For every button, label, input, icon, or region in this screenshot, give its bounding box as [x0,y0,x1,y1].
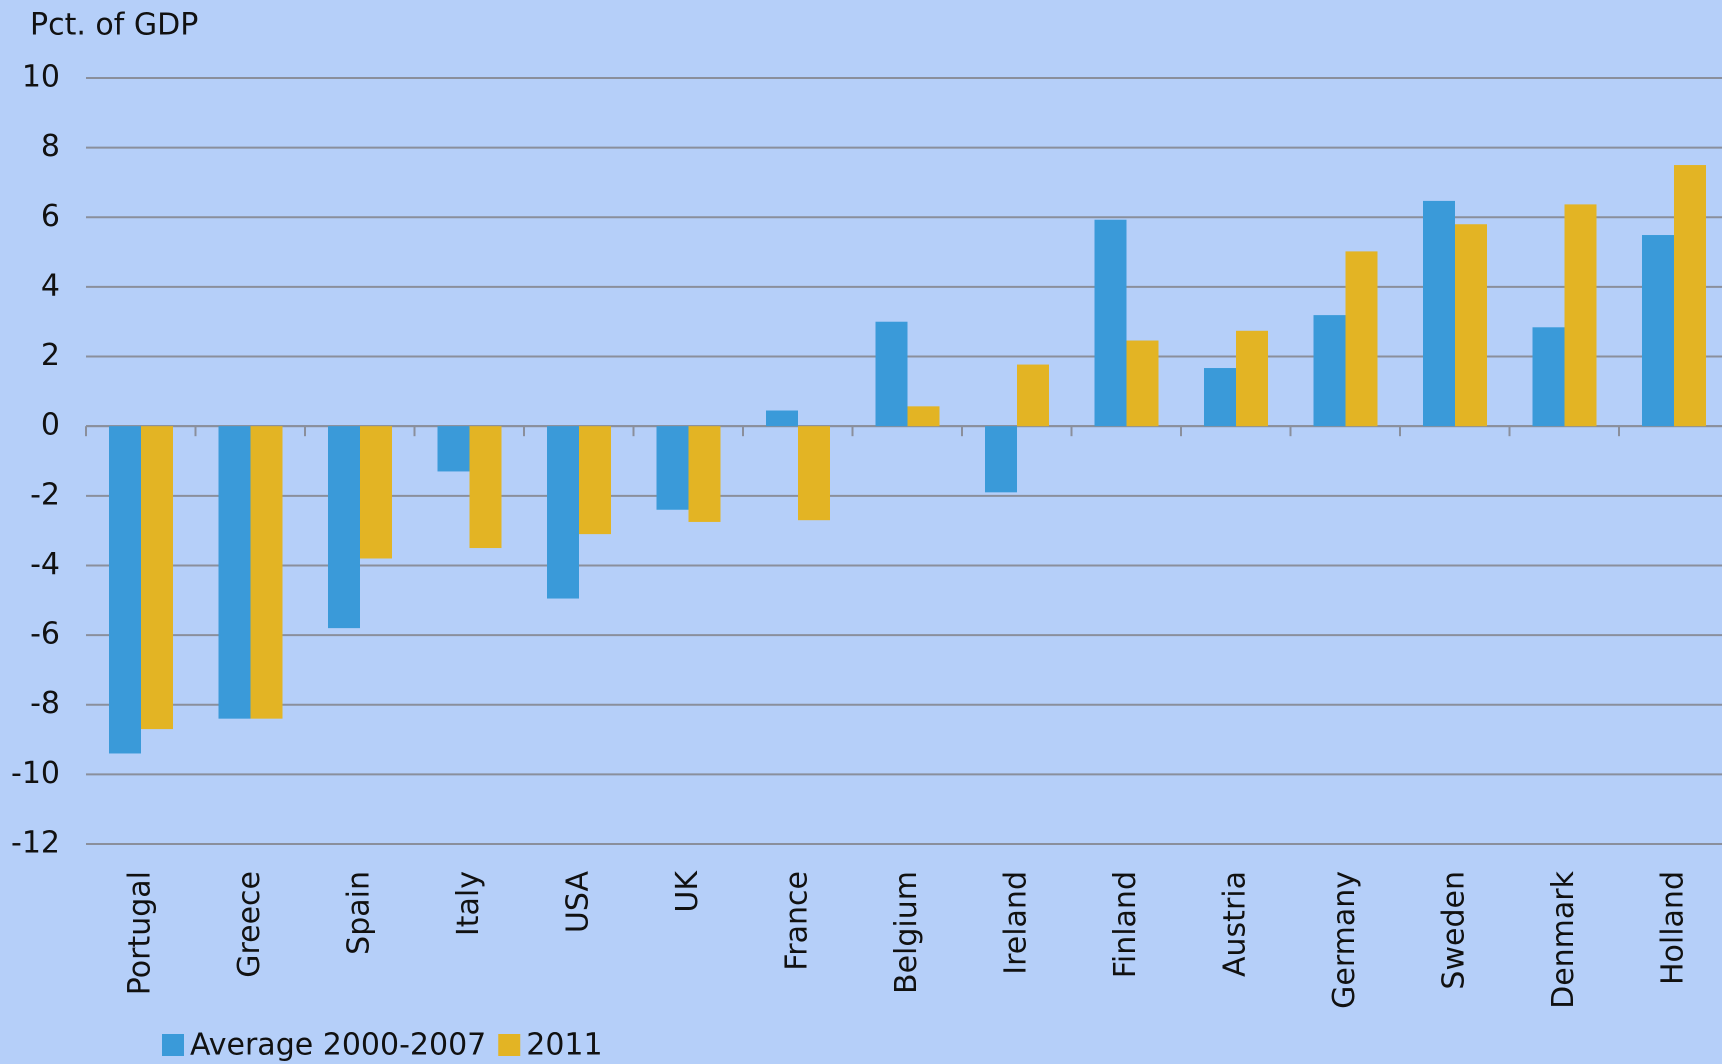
x-tick-label: Finland [1108,871,1143,978]
x-tick-label: Denmark [1546,870,1581,1009]
y-tick-label: -12 [11,826,60,861]
bar [875,321,908,427]
x-tick-label: Belgium [889,871,924,994]
bar [1564,204,1597,427]
bar [469,426,502,549]
x-tick-label: USA [561,871,596,934]
bar [437,426,470,472]
y-tick-label: 2 [41,338,60,373]
y-axis-label: Pct. of GDP [30,8,198,43]
bar [328,426,360,629]
bar [547,426,579,599]
bar [218,426,251,719]
bar [688,426,721,522]
x-tick-label: Italy [451,871,486,936]
bar [1094,219,1127,427]
bar [1642,235,1674,427]
y-tick-label: 6 [41,199,60,234]
bar [360,426,392,559]
y-tick-label: 0 [41,408,60,443]
x-tick-label: Spain [342,871,377,955]
bar [1236,330,1268,427]
bar [1455,224,1487,427]
x-tick-label: Ireland [999,871,1034,975]
x-tick-label: Holland [1656,871,1691,985]
x-tick-label: Portugal [123,871,158,995]
bar [109,426,141,754]
legend-swatch [498,1034,521,1056]
legend-label: 2011 [526,1028,602,1063]
bar [1126,340,1159,427]
y-tick-label: 8 [41,129,60,164]
bar [656,426,689,510]
y-tick-label: -6 [30,617,60,652]
x-tick-label: UK [670,870,705,913]
y-tick-label: -2 [30,477,60,512]
bar [1423,200,1455,427]
bar [1532,327,1565,427]
x-tick-label: Austria [1218,871,1253,977]
bar [985,426,1017,493]
x-tick-label: Sweden [1437,871,1472,990]
y-tick-label: -8 [30,686,60,721]
y-tick-label: -10 [11,756,60,791]
y-tick-label: -4 [30,547,60,582]
x-tick-label: France [780,871,815,971]
bar [798,426,830,521]
bar [1017,364,1049,427]
x-tick-label: Greece [232,871,267,978]
x-tick-label: Germany [1327,871,1362,1009]
bar [907,406,940,427]
bar [1313,315,1346,427]
bar [766,410,798,427]
y-tick-label: 4 [41,268,60,303]
legend-label: Average 2000-2007 [190,1028,486,1063]
legend-swatch [162,1034,184,1056]
bar [141,426,173,730]
bar [250,426,283,719]
y-tick-label: 10 [22,60,60,95]
bar [1674,165,1706,427]
bar [579,426,611,535]
bar [1204,368,1236,427]
bar [1345,251,1378,427]
